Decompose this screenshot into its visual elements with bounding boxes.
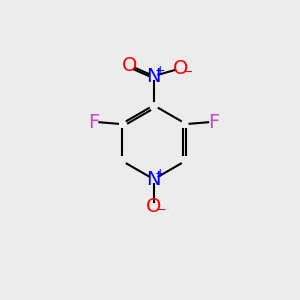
Text: −: − xyxy=(182,66,193,79)
Text: N: N xyxy=(146,170,161,189)
Text: O: O xyxy=(122,56,137,75)
Text: O: O xyxy=(173,59,188,78)
Text: N: N xyxy=(146,67,161,85)
Text: O: O xyxy=(146,197,161,216)
Text: F: F xyxy=(208,113,219,132)
Text: +: + xyxy=(154,64,165,77)
Text: F: F xyxy=(88,113,100,132)
Text: +: + xyxy=(154,167,165,180)
Text: −: − xyxy=(155,204,166,217)
